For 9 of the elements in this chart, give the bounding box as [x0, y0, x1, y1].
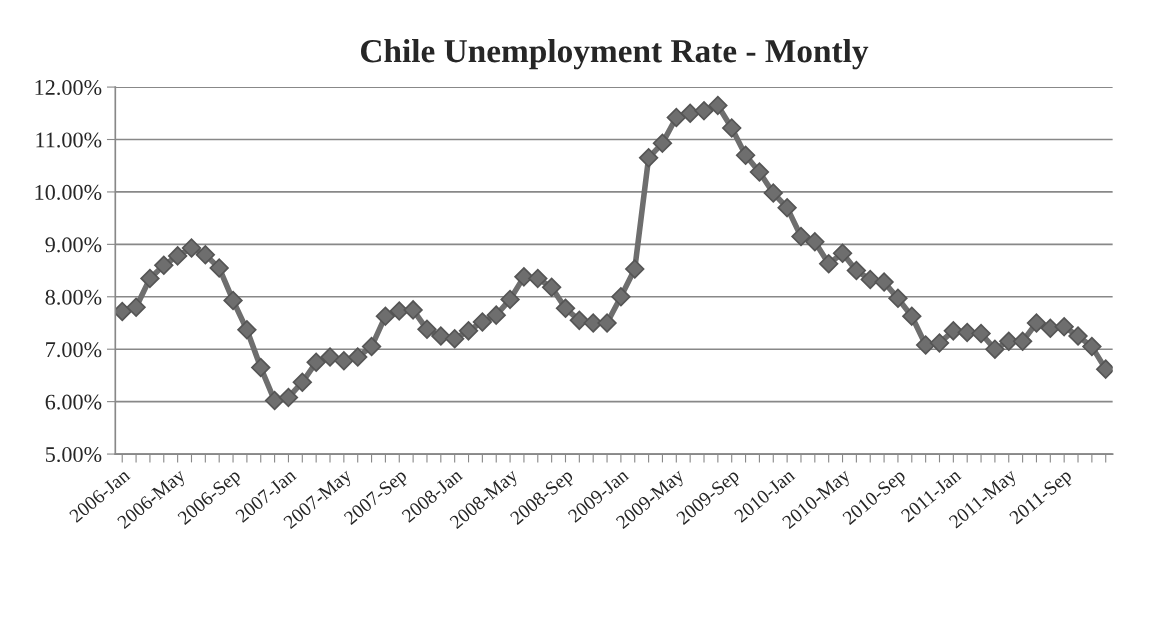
y-tick-label: 11.00%	[36, 132, 102, 148]
y-tick-label: 5.00%	[46, 446, 102, 463]
y-tick-label: 7.00%	[46, 342, 102, 358]
y-tick-label: 6.00%	[45, 394, 102, 410]
y-tick-label: 12.00%	[35, 80, 102, 96]
y-tick-label: 9.00%	[45, 237, 102, 253]
y-tick-label: 10.00%	[35, 184, 102, 200]
chart-title: Chile Unemployment Rate - Montly	[361, 38, 869, 70]
y-tick-label: 8.00%	[45, 289, 102, 305]
